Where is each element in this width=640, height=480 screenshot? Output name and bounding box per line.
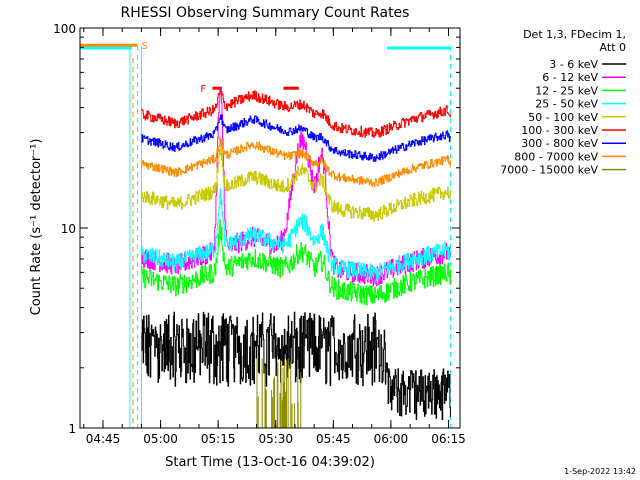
series-line-7 bbox=[141, 137, 451, 188]
legend-label-3: 25 - 50 keV bbox=[535, 98, 598, 111]
series-line-3 bbox=[141, 188, 451, 282]
series-line-4 bbox=[141, 144, 451, 222]
plot-frame bbox=[79, 27, 461, 429]
legend-label-1: 6 - 12 keV bbox=[542, 71, 598, 84]
timestamp: 1-Sep-2022 13:42 bbox=[564, 467, 636, 476]
x-tick-label-3: 05:30 bbox=[258, 432, 293, 446]
x-tick-label-6: 06:15 bbox=[431, 432, 466, 446]
y-axis-label: Count Rate (s⁻¹ detector⁻¹) bbox=[29, 139, 44, 316]
x-tick-label-4: 05:45 bbox=[316, 432, 351, 446]
x-tick-label-5: 06:00 bbox=[374, 432, 409, 446]
flag-label-1: F bbox=[200, 84, 206, 95]
legend-label-6: 300 - 800 keV bbox=[521, 137, 598, 150]
y-tick-label-2: 100 bbox=[53, 22, 76, 36]
series-line-0 bbox=[141, 311, 451, 420]
series-line-6 bbox=[141, 114, 451, 162]
flag-label-0: S bbox=[142, 41, 148, 52]
legend-label-7: 800 - 7000 keV bbox=[514, 150, 598, 163]
legend-label-5: 100 - 300 keV bbox=[521, 124, 598, 137]
y-axis: 1 10 100 bbox=[53, 22, 460, 436]
series-line-2 bbox=[141, 219, 451, 306]
legend-label-2: 12 - 25 keV bbox=[535, 84, 598, 97]
legend-label-0: 3 - 6 keV bbox=[549, 58, 598, 71]
series-line-5 bbox=[141, 89, 451, 138]
legend-header-line-2: Att 0 bbox=[600, 41, 626, 54]
y-tick-label-1: 10 bbox=[61, 222, 76, 236]
x-axis-label: Start Time (13-Oct-16 04:39:02) bbox=[165, 455, 375, 470]
legend-label-8: 7000 - 15000 keV bbox=[500, 164, 598, 177]
x-tick-label-2: 05:15 bbox=[201, 432, 236, 446]
x-axis: 04:45 05:00 05:15 05:30 05:45 06:00 06:15 bbox=[83, 28, 466, 446]
legend-header-line-1: Det 1,3, FDecim 1, bbox=[523, 28, 626, 41]
x-tick-label-1: 05:00 bbox=[143, 432, 178, 446]
series-line-8 bbox=[256, 357, 302, 428]
chart-title: RHESSI Observing Summary Count Rates bbox=[121, 5, 410, 21]
y-tick-label-0: 1 bbox=[68, 422, 76, 436]
legend-label-4: 50 - 100 keV bbox=[528, 111, 598, 124]
plot-area: SF bbox=[79, 27, 461, 429]
x-tick-label-0: 04:45 bbox=[86, 432, 121, 446]
